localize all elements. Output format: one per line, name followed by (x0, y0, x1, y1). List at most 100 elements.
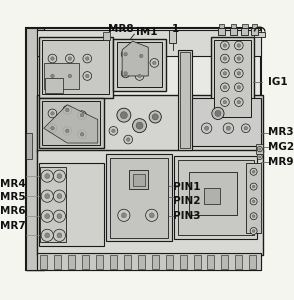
Polygon shape (122, 41, 148, 76)
Bar (180, 255, 187, 269)
Circle shape (41, 210, 53, 222)
Bar (40, 167, 66, 242)
Bar (68, 255, 75, 269)
Bar (39, 163, 104, 246)
Bar (218, 28, 225, 35)
Circle shape (124, 135, 133, 144)
Circle shape (244, 127, 248, 130)
Bar (96, 255, 103, 269)
Circle shape (223, 72, 227, 75)
Circle shape (220, 98, 229, 106)
Circle shape (252, 200, 255, 203)
Bar (231, 24, 236, 28)
Circle shape (45, 194, 50, 199)
Text: MR5: MR5 (0, 192, 26, 202)
Circle shape (51, 74, 54, 78)
Bar (204, 188, 220, 204)
Bar (103, 32, 110, 40)
Circle shape (136, 122, 143, 129)
Circle shape (235, 83, 243, 92)
Circle shape (121, 213, 126, 218)
Circle shape (63, 106, 72, 114)
Circle shape (223, 85, 227, 89)
Circle shape (63, 127, 72, 135)
Circle shape (135, 72, 144, 80)
Bar (106, 154, 172, 242)
Circle shape (133, 118, 146, 133)
Text: MR6: MR6 (0, 206, 26, 216)
Bar (26, 133, 31, 159)
Circle shape (150, 58, 159, 67)
Circle shape (41, 170, 53, 182)
Bar (193, 255, 201, 269)
Bar (138, 255, 145, 269)
Circle shape (78, 111, 86, 119)
Circle shape (201, 123, 212, 134)
Bar (37, 30, 261, 56)
Bar (117, 42, 162, 87)
Circle shape (250, 183, 257, 190)
Circle shape (80, 113, 84, 117)
Circle shape (237, 100, 240, 104)
Bar (166, 255, 173, 269)
Bar (110, 158, 168, 238)
Bar (192, 98, 261, 146)
Circle shape (120, 112, 127, 118)
Circle shape (57, 194, 62, 199)
Circle shape (53, 190, 66, 202)
Bar (221, 255, 228, 269)
Text: PIN2: PIN2 (173, 196, 201, 206)
Bar (169, 30, 176, 43)
Text: PIN1: PIN1 (173, 182, 201, 192)
Circle shape (83, 72, 92, 80)
Circle shape (118, 209, 130, 221)
Circle shape (53, 170, 66, 182)
Text: MR7: MR7 (0, 221, 26, 231)
Circle shape (121, 50, 130, 58)
Circle shape (252, 170, 255, 173)
Bar (42, 40, 109, 94)
Bar (133, 173, 145, 186)
Circle shape (250, 198, 257, 205)
Circle shape (223, 100, 227, 104)
Circle shape (152, 114, 158, 120)
Circle shape (57, 174, 62, 178)
Circle shape (124, 72, 127, 75)
Circle shape (220, 69, 229, 78)
Circle shape (48, 54, 57, 63)
Circle shape (57, 214, 62, 219)
Bar (37, 253, 261, 270)
Text: MG2: MG2 (268, 142, 294, 152)
Bar (178, 160, 254, 235)
Circle shape (235, 41, 243, 50)
Bar (214, 40, 251, 117)
Circle shape (41, 229, 53, 242)
Circle shape (250, 227, 257, 235)
Bar (219, 24, 224, 28)
Bar (39, 98, 104, 148)
Circle shape (66, 54, 74, 63)
Bar (180, 52, 190, 148)
Circle shape (45, 214, 50, 219)
Circle shape (140, 54, 143, 58)
Bar (255, 32, 265, 37)
Bar (189, 172, 237, 215)
Circle shape (124, 52, 127, 56)
Circle shape (149, 213, 154, 218)
Circle shape (137, 52, 146, 60)
Circle shape (78, 130, 86, 139)
Circle shape (220, 41, 229, 50)
Bar (241, 28, 248, 35)
Bar (110, 255, 117, 269)
Text: MR8: MR8 (108, 24, 133, 34)
Circle shape (48, 109, 57, 118)
Circle shape (259, 156, 261, 158)
Bar (26, 28, 44, 270)
Circle shape (51, 57, 54, 60)
Circle shape (112, 129, 115, 133)
Circle shape (220, 54, 229, 63)
Circle shape (235, 69, 243, 78)
Circle shape (259, 148, 261, 150)
Bar (242, 24, 248, 28)
Bar (129, 170, 148, 189)
